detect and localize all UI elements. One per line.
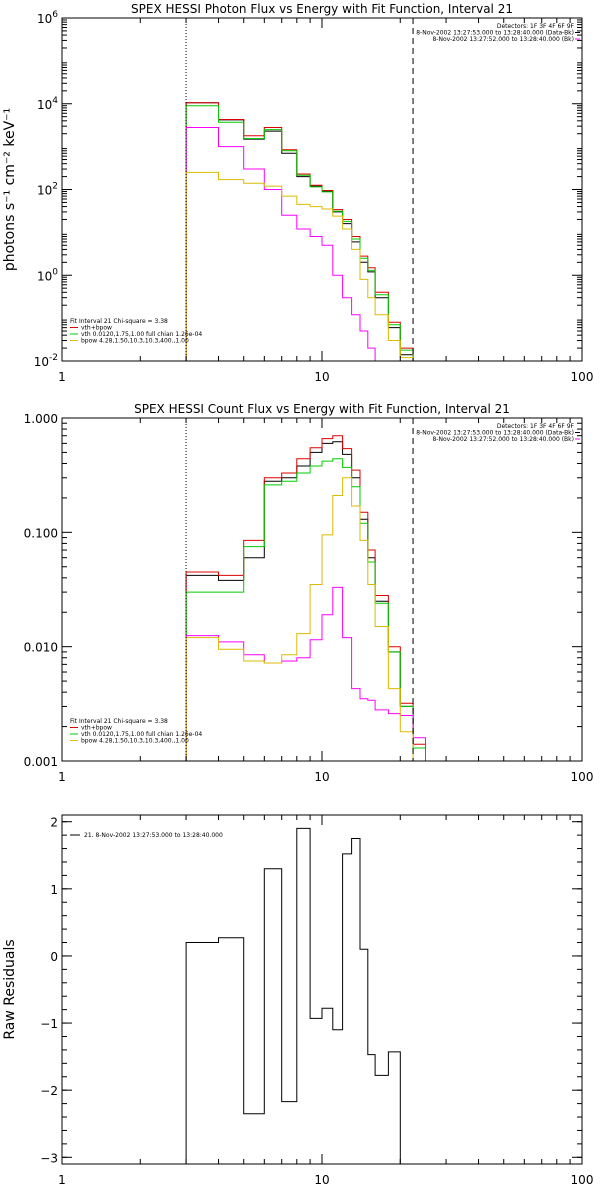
plot-frame bbox=[61, 814, 583, 1165]
y-tick-label: 104 bbox=[37, 96, 58, 112]
series-line-3 bbox=[185, 105, 414, 361]
x-tick-label: 1 bbox=[58, 370, 66, 384]
header-line-2: 8-Nov-2002 13:27:53.000 to 13:28:40.000 … bbox=[416, 430, 574, 437]
chart-panel-1: SPEX HESSI Photon Flux vs Energy with Fi… bbox=[2, 2, 594, 384]
y-tick-label: 10-2 bbox=[34, 353, 58, 369]
series-line-4 bbox=[185, 127, 376, 361]
legend-label-2: vth 0.0120,1.75,1.00 full chian 1.26e-04 bbox=[81, 731, 202, 738]
y-axis-label: photons s⁻¹ cm⁻² keV⁻¹ bbox=[2, 108, 18, 271]
y-tick-label: 106 bbox=[37, 10, 58, 26]
x-tick-label: 100 bbox=[571, 1173, 594, 1187]
y-tick-label: 1.000 bbox=[24, 412, 58, 426]
legend-label-3: bpow 4.28,1.50,10.3,10.3,400.,1.00 bbox=[81, 738, 189, 745]
series-line-1 bbox=[185, 102, 414, 361]
y-tick-label: 2 bbox=[50, 816, 58, 830]
y-tick-label: 0.001 bbox=[24, 755, 58, 769]
series-group bbox=[185, 827, 401, 1164]
y-tick-label: −1 bbox=[40, 1017, 58, 1031]
y-tick-label: 1 bbox=[50, 883, 58, 897]
tick-exponent: 6 bbox=[52, 10, 58, 20]
tick-base: 10 bbox=[37, 184, 52, 198]
y-tick-label: 102 bbox=[37, 182, 58, 198]
legend-label-1: vth+bpow bbox=[81, 725, 112, 732]
y-tick-label: −2 bbox=[40, 1084, 58, 1098]
x-tick-label: 100 bbox=[571, 370, 594, 384]
x-tick-label: 10 bbox=[314, 370, 329, 384]
tick-exponent: 4 bbox=[52, 96, 58, 106]
x-tick-label: 10 bbox=[314, 770, 329, 784]
legend-title: Fit Interval 21 Chi-square = 3.38 bbox=[70, 718, 168, 725]
series-line-2 bbox=[185, 102, 414, 361]
x-tick-label: 100 bbox=[571, 770, 594, 784]
chart-panel-3: 1 10 100 −3 −2 −1 0 1 2 Raw Residuals 21. 8-Nov-20… bbox=[2, 814, 594, 1187]
header-line-2: 8-Nov-2002 13:27:53.000 to 13:28:40.000 … bbox=[416, 30, 574, 37]
header-line-3: 8-Nov-2002 13:27:52.000 to 13:28:40.000 … bbox=[432, 36, 574, 43]
tick-base: 10 bbox=[34, 355, 49, 369]
legend-title: Fit Interval 21 Chi-square = 3.38 bbox=[70, 318, 168, 325]
header-line-3: 8-Nov-2002 13:27:52.000 to 13:28:40.000 … bbox=[432, 436, 574, 443]
legend-label-1: vth+bpow bbox=[81, 325, 112, 332]
header-line-1: Detectors: 1F 3F 4F 6F 9F bbox=[497, 23, 575, 30]
series-line-5 bbox=[185, 171, 414, 361]
x-tick-label: 10 bbox=[314, 1173, 329, 1187]
y-axis-label: Raw Residuals bbox=[2, 939, 18, 1039]
chart-title: SPEX HESSI Photon Flux vs Energy with Fi… bbox=[131, 2, 513, 16]
tick-exponent: -2 bbox=[49, 353, 58, 363]
y-tick-label: 100 bbox=[37, 267, 58, 283]
tick-exponent: 2 bbox=[52, 182, 58, 192]
series-line-2 bbox=[185, 435, 426, 761]
y-tick-label: 0.100 bbox=[24, 526, 58, 540]
x-tick-label: 1 bbox=[58, 770, 66, 784]
series-line-5 bbox=[185, 477, 426, 761]
series-line-4 bbox=[185, 586, 426, 761]
tick-base: 10 bbox=[37, 98, 52, 112]
x-tick-label: 1 bbox=[58, 1173, 66, 1187]
chart-title: SPEX HESSI Count Flux vs Energy with Fit… bbox=[134, 402, 510, 416]
series-line-3 bbox=[185, 458, 426, 761]
tick-base: 10 bbox=[37, 269, 52, 283]
series-group bbox=[185, 102, 414, 361]
tick-base: 10 bbox=[37, 12, 52, 26]
y-tick-label: 0 bbox=[50, 950, 58, 964]
series-group bbox=[185, 435, 426, 761]
plot-frame bbox=[61, 417, 583, 762]
y-tick-label: −3 bbox=[40, 1151, 58, 1165]
legend-label-2: vth 0.0120,1.75,1.00 full chian 1.26e-04 bbox=[81, 331, 202, 338]
series-line-1 bbox=[185, 827, 401, 1164]
chart-panel-2: SPEX HESSI Count Flux vs Energy with Fit… bbox=[24, 402, 594, 784]
tick-exponent: 0 bbox=[52, 267, 58, 277]
series-line-1 bbox=[185, 441, 426, 761]
residual-legend-label: 21. 8-Nov-2002 13:27:53.000 to 13:28:40.… bbox=[84, 832, 223, 839]
y-tick-label: 0.010 bbox=[24, 641, 58, 655]
legend-label-3: bpow 4.28,1.50,10.3,10.3,400.,1.00 bbox=[81, 338, 189, 345]
header-line-1: Detectors: 1F 3F 4F 6F 9F bbox=[497, 423, 575, 430]
